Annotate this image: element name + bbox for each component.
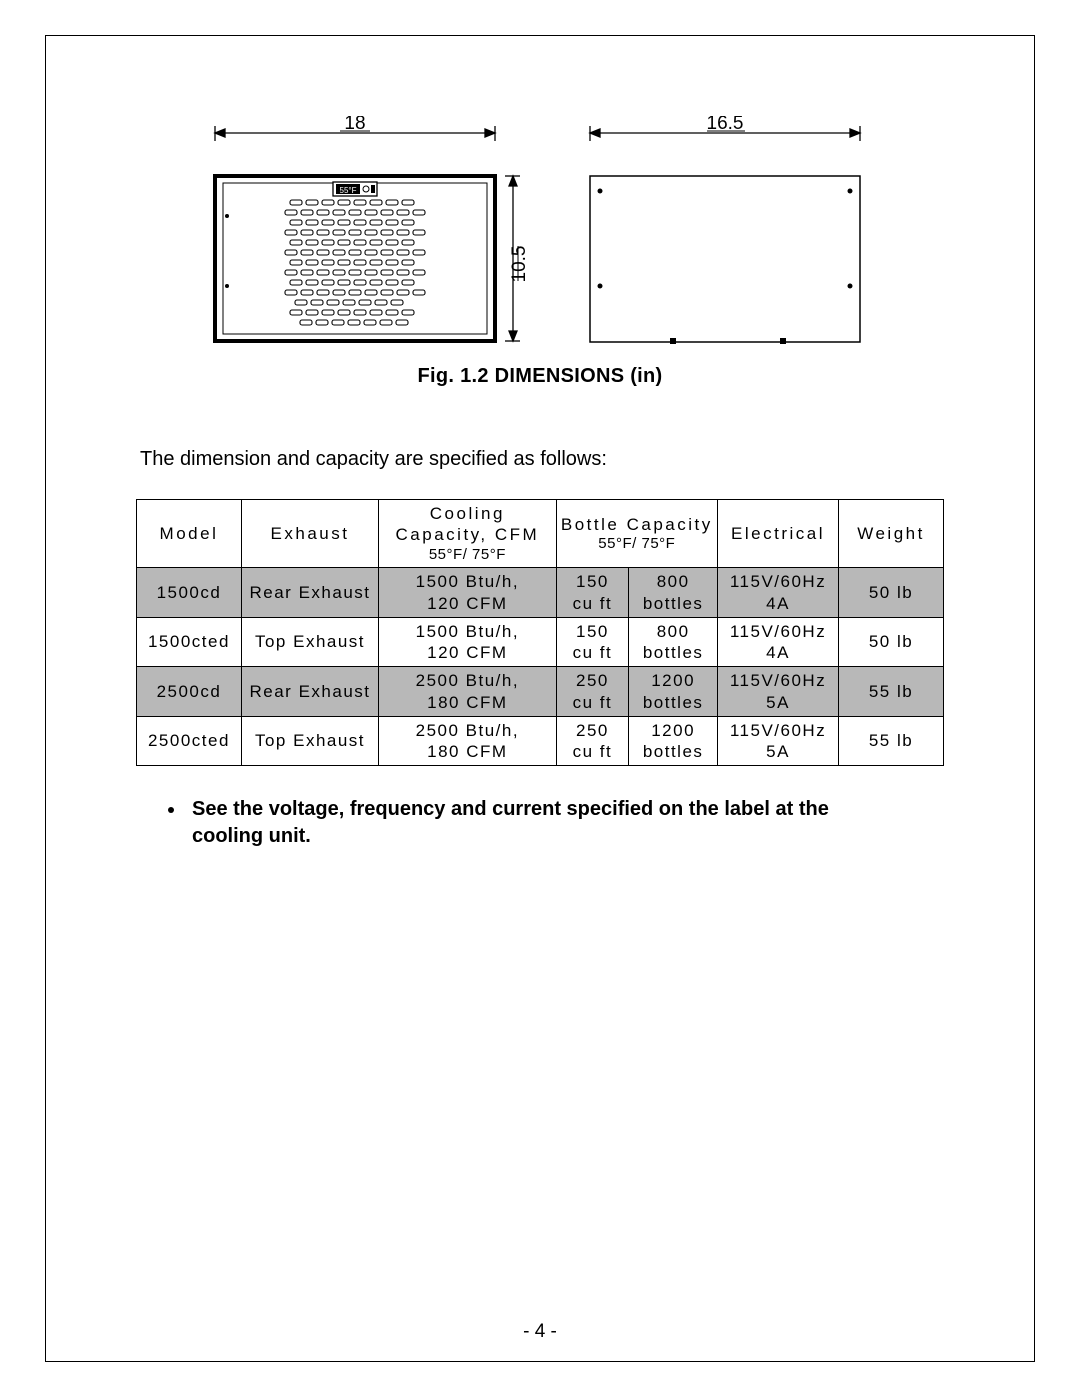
table-row: 1500cdRear Exhaust1500 Btu/h,120 CFM150c… [137, 568, 944, 618]
table-header-row: Model Exhaust Cooling Capacity, CFM 55°F… [137, 500, 944, 568]
th-weight: Weight [839, 500, 944, 568]
diagram-front-view: 18 10.5 [205, 116, 535, 351]
svg-text:55°F: 55°F [340, 186, 357, 195]
note-list: See the voltage, frequency and current s… [186, 796, 944, 850]
table-cell: 250cu ft [556, 716, 629, 766]
table-cell: 250cu ft [556, 667, 629, 717]
table-row: 1500ctedTop Exhaust1500 Btu/h,120 CFM150… [137, 617, 944, 667]
table-cell: 115V/60Hz4A [718, 617, 839, 667]
table-cell: 50 lb [839, 617, 944, 667]
table-cell: 1200bottles [629, 716, 718, 766]
table-cell: 55 lb [839, 667, 944, 717]
table-cell: 2500cted [137, 716, 242, 766]
table-cell: 150cu ft [556, 617, 629, 667]
table-row: 2500cdRear Exhaust2500 Btu/h,180 CFM250c… [137, 667, 944, 717]
dimension-diagrams: 18 10.5 [136, 116, 944, 351]
table-cell: 1200bottles [629, 667, 718, 717]
diagram-rear-view: 16.5 [575, 116, 875, 351]
th-electrical: Electrical [718, 500, 839, 568]
table-cell: 1500 Btu/h,120 CFM [379, 617, 557, 667]
table-cell: Top Exhaust [241, 617, 378, 667]
table-cell: 50 lb [839, 568, 944, 618]
table-cell: 1500 Btu/h,120 CFM [379, 568, 557, 618]
table-cell: 55 lb [839, 716, 944, 766]
table-cell: Top Exhaust [241, 716, 378, 766]
table-cell: 150cu ft [556, 568, 629, 618]
table-cell: 800bottles [629, 617, 718, 667]
table-cell: 800bottles [629, 568, 718, 618]
intro-text: The dimension and capacity are specified… [140, 448, 944, 471]
th-exhaust: Exhaust [241, 500, 378, 568]
th-cooling: Cooling Capacity, CFM 55°F/ 75°F [379, 500, 557, 568]
table-row: 2500ctedTop Exhaust2500 Btu/h,180 CFM250… [137, 716, 944, 766]
table-cell: 115V/60Hz5A [718, 716, 839, 766]
table-cell: 1500cd [137, 568, 242, 618]
note-item: See the voltage, frequency and current s… [186, 796, 866, 850]
th-model: Model [137, 500, 242, 568]
table-cell: 2500cd [137, 667, 242, 717]
table-cell: Rear Exhaust [241, 568, 378, 618]
spec-table: Model Exhaust Cooling Capacity, CFM 55°F… [136, 499, 944, 766]
page-number: - 4 - [46, 1321, 1034, 1343]
figure-caption: Fig. 1.2 DIMENSIONS (in) [136, 365, 944, 388]
th-bottle: Bottle Capacity 55°F/ 75°F [556, 500, 717, 568]
table-cell: 2500 Btu/h,180 CFM [379, 716, 557, 766]
table-cell: 1500cted [137, 617, 242, 667]
table-cell: Rear Exhaust [241, 667, 378, 717]
dim-front-height-label: 10.5 [509, 246, 530, 283]
table-cell: 115V/60Hz5A [718, 667, 839, 717]
table-cell: 115V/60Hz4A [718, 568, 839, 618]
table-cell: 2500 Btu/h,180 CFM [379, 667, 557, 717]
page-frame: 18 10.5 [45, 35, 1035, 1362]
